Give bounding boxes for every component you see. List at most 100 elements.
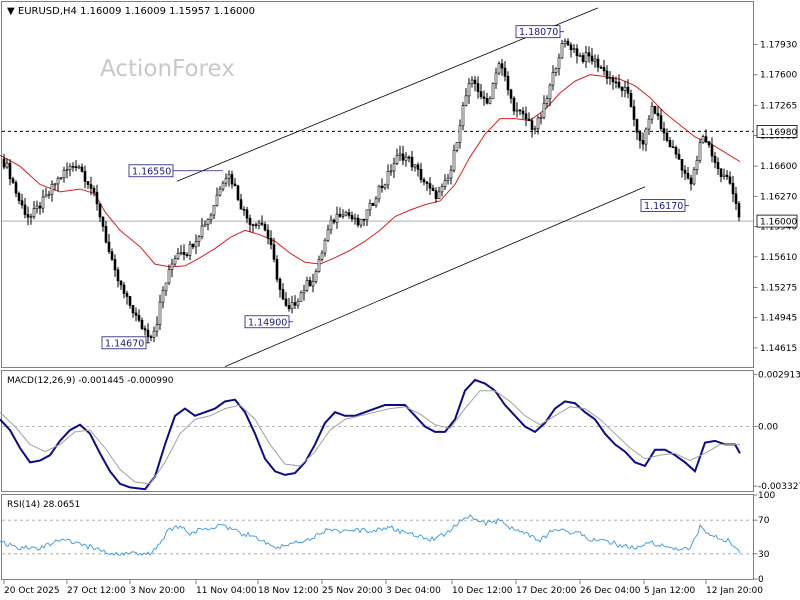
candle-body (479, 91, 483, 98)
candle (248, 214, 252, 232)
candle-body (686, 173, 690, 179)
candle-body (455, 142, 459, 151)
candle (233, 178, 237, 187)
price-tick-label: 1.17600 (760, 71, 797, 81)
candle-body (236, 185, 240, 200)
candle-body (386, 171, 390, 186)
candle-body (38, 205, 42, 209)
time-tick-label: 27 Oct 12:00 (67, 586, 126, 596)
candle-body (212, 205, 216, 216)
candle-body (368, 203, 372, 211)
candle (356, 214, 360, 228)
candle (413, 164, 417, 172)
candle-body (182, 251, 186, 255)
candle-body (695, 160, 699, 171)
candle-body (407, 156, 411, 159)
candle-body (725, 174, 729, 178)
candle-body (56, 178, 60, 185)
candle (593, 54, 597, 68)
candle-body (383, 184, 387, 189)
candle (659, 108, 663, 132)
candle (101, 216, 105, 232)
candle-body (248, 217, 252, 225)
candle (371, 202, 375, 207)
candle-body (428, 183, 432, 189)
candle-body (476, 83, 480, 92)
candle-body (341, 214, 345, 217)
candle (527, 112, 531, 122)
candle-body (515, 109, 519, 112)
candle (302, 284, 306, 301)
candle-body (683, 169, 687, 174)
candle (458, 119, 462, 149)
candle-body (158, 301, 162, 325)
candle-body (488, 98, 492, 104)
candle-body (266, 229, 270, 239)
candle (617, 74, 621, 89)
candle (296, 298, 300, 309)
time-tick-label: 26 Dec 04:00 (580, 586, 641, 596)
candle (374, 196, 378, 208)
price-tag-label: 1.16000 (760, 218, 797, 228)
candle (578, 52, 582, 58)
price-tick-label: 1.16270 (760, 192, 797, 202)
candle (725, 170, 729, 181)
candle-body (677, 153, 681, 160)
candle-body (629, 92, 633, 107)
candle (203, 220, 207, 227)
candle (545, 95, 549, 108)
candle (275, 255, 279, 283)
candle-body (32, 208, 36, 217)
candle (548, 83, 552, 107)
macd-main-line (0, 378, 741, 491)
candle (485, 92, 489, 105)
symbol-timeframe: ▼ EURUSD,H4 1.16009 1.16009 1.15957 1.16… (7, 6, 255, 17)
candle-body (608, 77, 612, 79)
candle (716, 157, 720, 175)
candle (290, 295, 294, 314)
candle-body (35, 205, 39, 209)
price-tick-label: 1.15940 (760, 223, 797, 233)
candle (587, 46, 591, 63)
candle (368, 199, 372, 217)
candle (584, 45, 588, 68)
candle-body (599, 66, 603, 69)
candle-body (230, 174, 234, 185)
candle (341, 209, 345, 219)
candle (359, 218, 363, 228)
candle-body (443, 180, 447, 187)
candle (200, 217, 204, 240)
candle-body (206, 219, 210, 225)
candle (437, 186, 441, 199)
candle (134, 307, 138, 322)
candle (116, 267, 120, 288)
candle (146, 323, 150, 344)
candle-body (626, 86, 630, 94)
price-tick-label: 1.17265 (760, 101, 797, 111)
annotation-1-16170: 1.16170 (640, 199, 689, 212)
candle-body (251, 224, 255, 226)
rsi-tick-label: 0 (758, 575, 764, 585)
time-tick-label: 11 Nov 04:00 (196, 586, 257, 596)
candle-body (422, 179, 426, 183)
candle-body (203, 223, 207, 227)
candle (632, 99, 636, 127)
candle (401, 145, 405, 166)
candle (14, 180, 18, 198)
candle-body (353, 217, 357, 220)
candle-body (281, 289, 285, 300)
candle-body (245, 209, 249, 219)
candle (653, 105, 657, 115)
candle (383, 183, 387, 191)
candle (95, 184, 99, 211)
candle (257, 219, 261, 230)
candle (8, 159, 12, 186)
candle-body (722, 174, 726, 177)
candle-body (71, 165, 75, 168)
candle-body (296, 301, 300, 306)
candle-body (347, 212, 351, 216)
candle-body (128, 296, 132, 306)
candle (47, 190, 51, 199)
candle-body (434, 190, 438, 199)
candle-body (401, 153, 405, 161)
